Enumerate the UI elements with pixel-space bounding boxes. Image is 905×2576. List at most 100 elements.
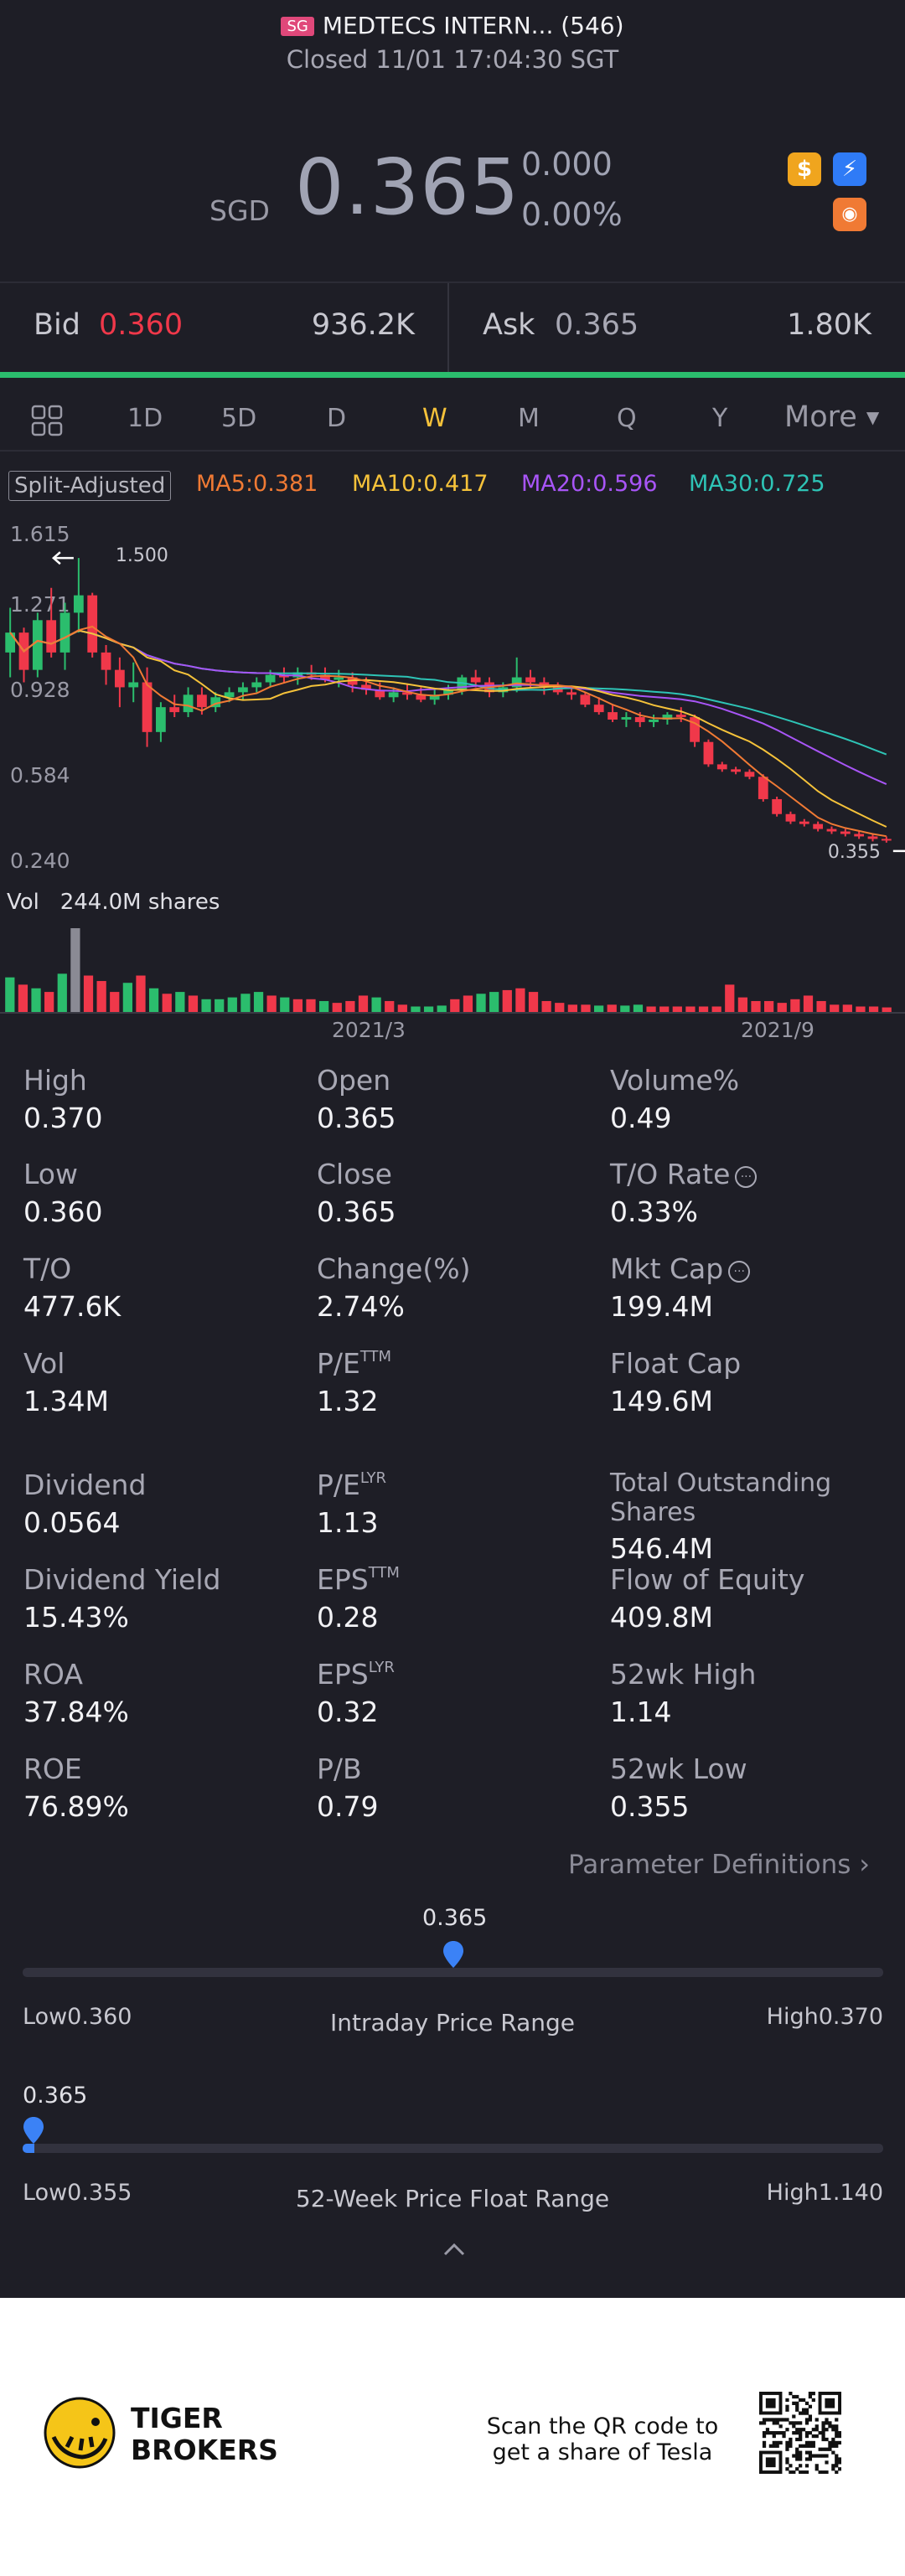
more-info-icon[interactable]: ··· xyxy=(728,1261,751,1283)
qr-module xyxy=(804,2457,809,2461)
ma30-label: MA30:0.725 xyxy=(689,471,825,497)
candle-body xyxy=(156,707,166,732)
qr-module xyxy=(801,2411,806,2415)
stat-label-text: T/O Rate xyxy=(610,1158,731,1190)
qr-module xyxy=(831,2440,835,2445)
stat-value: 15.43% xyxy=(23,1601,129,1634)
x-tick-label: 2021/3 xyxy=(332,1018,406,1042)
more-label: More xyxy=(784,400,857,434)
volume-bar xyxy=(711,1006,721,1012)
qr-module xyxy=(804,2411,809,2415)
qr-module xyxy=(795,2467,799,2471)
promo-footer: TIGER BROKERS Scan the QR code to get a … xyxy=(0,2298,905,2576)
volume-value: 244.0M shares xyxy=(59,890,220,915)
tab-y[interactable]: Y xyxy=(712,404,728,433)
candle-body xyxy=(73,595,84,613)
volume-bar xyxy=(659,1006,670,1012)
stat-value: 1.14 xyxy=(610,1696,672,1728)
qr-module xyxy=(775,2440,779,2445)
min-price-marker: 0.355 xyxy=(828,842,881,863)
volume-bar xyxy=(397,1004,407,1012)
qr-module xyxy=(795,2454,799,2458)
stat-label: 52wk High xyxy=(610,1658,756,1691)
stat-cell: 52wk High 1.14 xyxy=(610,1658,756,1728)
qr-module xyxy=(825,2398,835,2408)
qr-module xyxy=(762,2421,767,2425)
volume-bar xyxy=(489,992,499,1012)
qr-module xyxy=(821,2454,825,2458)
stat-label-text: Low xyxy=(23,1158,78,1190)
intraday-range-title: Intraday Price Range xyxy=(329,2009,575,2037)
qr-module xyxy=(778,2440,783,2445)
stat-value: 0.365 xyxy=(317,1195,396,1228)
tab-more[interactable]: More ▼ xyxy=(784,400,879,434)
volume-bar xyxy=(423,1006,434,1012)
candle-body xyxy=(511,677,522,688)
stat-label-superscript: TTM xyxy=(359,1348,392,1365)
qr-module xyxy=(814,2434,819,2439)
volume-bar xyxy=(672,1006,682,1012)
ask-size: 1.80K xyxy=(787,308,871,342)
qr-module xyxy=(782,2431,786,2435)
qr-module xyxy=(804,2421,809,2425)
qr-module xyxy=(811,2434,815,2439)
qr-module xyxy=(785,2428,789,2432)
stat-value: 0.33% xyxy=(610,1195,698,1228)
qr-module xyxy=(821,2421,825,2425)
split-adjusted-toggle[interactable]: Split-Adjusted xyxy=(8,471,172,501)
tab-m[interactable]: M xyxy=(518,404,540,433)
market-badge: SG xyxy=(281,17,314,36)
week52-high: High1.140 xyxy=(766,2180,883,2206)
candlestick-chart[interactable]: 1.615 1.271 0.928 0.584 0.240 1.500 0.355 xyxy=(0,511,905,888)
candle-body xyxy=(183,694,194,713)
volume-bar xyxy=(528,992,539,1012)
stat-cell[interactable]: Mkt Cap ··· 199.4M xyxy=(610,1252,751,1323)
qr-module xyxy=(831,2424,835,2429)
week52-current-value: 0.365 xyxy=(23,2083,88,2109)
candle-body xyxy=(320,674,330,680)
stat-value: 2.74% xyxy=(317,1290,405,1323)
stat-cell[interactable]: T/O Rate ··· 0.33% xyxy=(610,1158,758,1228)
qr-code[interactable] xyxy=(759,2392,841,2474)
qr-module xyxy=(789,2392,793,2396)
qr-module xyxy=(835,2470,839,2474)
volume-bar xyxy=(240,994,251,1012)
bid-ask-divider xyxy=(447,283,449,372)
qr-module xyxy=(789,2464,793,2468)
candle-body xyxy=(87,595,98,653)
tab-q[interactable]: Q xyxy=(617,404,637,433)
qr-module xyxy=(789,2437,793,2442)
stat-cell: EPSTTM 0.28 xyxy=(317,1563,400,1634)
grid-menu-icon[interactable] xyxy=(30,404,64,441)
qr-module xyxy=(799,2398,803,2403)
dollar-badge-icon[interactable]: $ xyxy=(788,152,821,186)
volume-bar xyxy=(5,977,15,1012)
stat-label: P/ETTM xyxy=(317,1347,391,1380)
volume-bar xyxy=(698,1006,709,1012)
qr-module xyxy=(835,2454,839,2458)
qr-module xyxy=(785,2447,789,2451)
chevron-up-icon[interactable] xyxy=(442,2242,466,2260)
more-info-icon[interactable]: ··· xyxy=(735,1166,758,1188)
flash-badge-icon[interactable]: ⚡ xyxy=(833,152,866,186)
tab-d[interactable]: D xyxy=(327,404,347,433)
candle-body xyxy=(470,677,481,683)
qr-module xyxy=(818,2431,822,2435)
tiger-badge-icon[interactable]: ◉ xyxy=(833,198,866,231)
qr-module xyxy=(799,2437,803,2442)
candle-body xyxy=(580,694,591,705)
tab-w[interactable]: W xyxy=(422,404,447,433)
candle-body xyxy=(608,712,618,720)
stat-value: 1.32 xyxy=(317,1385,379,1417)
qr-module xyxy=(795,2394,799,2399)
qr-module xyxy=(814,2418,819,2422)
volume-chart[interactable] xyxy=(0,921,905,1014)
x-tick-label: 2021/9 xyxy=(741,1018,814,1042)
parameter-definitions-link[interactable]: Parameter Definitions › xyxy=(568,1848,870,1880)
stat-label: Low xyxy=(23,1158,102,1190)
intraday-range-track xyxy=(23,1968,883,1977)
stat-label: Close xyxy=(317,1158,396,1190)
stat-label: Dividend xyxy=(23,1469,146,1501)
tab-1d[interactable]: 1D xyxy=(127,404,163,433)
tab-5d[interactable]: 5D xyxy=(221,404,257,433)
